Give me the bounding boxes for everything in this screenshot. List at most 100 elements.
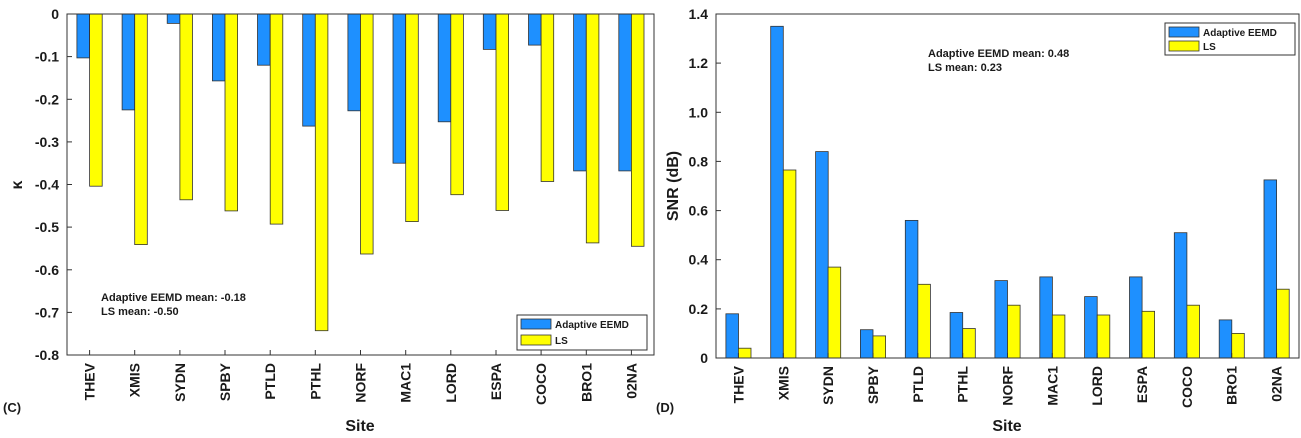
bar-adaptive-eemd-ptld [904, 219, 919, 359]
x-tick-label: PTLD [910, 366, 926, 403]
x-tick-label: SYDN [172, 363, 188, 402]
x-tick-label: ESPA [1134, 366, 1150, 403]
bar-ls-thev [89, 13, 103, 187]
bar-ls-lord [1096, 314, 1111, 359]
bar-adaptive-eemd-norf [994, 280, 1008, 359]
y-tick-label: -0.3 [35, 134, 59, 150]
x-tick-label: XMIS [127, 363, 143, 397]
y-tick-label: 0 [700, 350, 708, 366]
y-tick-label: 1.4 [689, 6, 709, 22]
x-tick-label: SYDN [820, 366, 836, 405]
x-tick-label: 02NA [1269, 366, 1285, 402]
x-tick-label: ESPA [488, 363, 504, 400]
x-tick-label: LORD [1089, 366, 1105, 406]
bar-adaptive-eemd-sydn [166, 13, 181, 24]
bar-ls-coco [540, 13, 555, 182]
panel-c-legend: Adaptive EEMD LS [516, 314, 648, 351]
x-tick-label: PTLD [262, 363, 278, 400]
bar-adaptive-eemd-pthl [302, 13, 316, 127]
y-tick-label: -0.7 [35, 304, 59, 320]
y-tick-label: 0.6 [689, 203, 709, 219]
y-tick-label: -0.1 [35, 49, 59, 65]
x-tick-label: COCO [1179, 366, 1195, 408]
x-tick-label: MAC1 [398, 363, 414, 403]
panel-c-annotation-ls: LS mean: -0.50 [101, 306, 179, 318]
x-tick-label: NORF [353, 363, 369, 403]
bar-ls-spby [872, 335, 887, 359]
bar-adaptive-eemd-lord [437, 13, 452, 123]
bar-adaptive-eemd-sydn [815, 151, 829, 359]
bar-ls-02na [1276, 288, 1290, 359]
bar-adaptive-eemd-norf [347, 13, 361, 112]
y-tick-label: -0.2 [35, 91, 59, 107]
bar-ls-coco [1186, 304, 1200, 359]
bar-adaptive-eemd-spby [211, 13, 226, 82]
panel-c-ylabel: κ [9, 180, 26, 189]
bar-adaptive-eemd-02na [1263, 179, 1278, 359]
bar-ls-espa [495, 13, 510, 211]
bar-adaptive-eemd-bro1 [1218, 319, 1233, 359]
bar-adaptive-eemd-ptld [257, 13, 271, 66]
bar-adaptive-eemd-02na [618, 13, 632, 172]
bar-adaptive-eemd-pthl [949, 312, 964, 359]
panel-d-bars [725, 25, 1290, 359]
bar-adaptive-eemd-xmis [770, 25, 784, 359]
bar-ls-spby [224, 13, 239, 212]
x-tick-label: XMIS [775, 366, 791, 400]
panel-c-xlabel: Site [345, 418, 374, 435]
bar-ls-xmis [134, 13, 148, 246]
bar-adaptive-eemd-coco [1173, 232, 1188, 359]
bar-ls-norf [1007, 304, 1021, 359]
bar-ls-xmis [782, 169, 797, 359]
panel-c: 0 -0.1 -0.2 -0.3 -0.4 -0.5 -0.6 -0.7 -0.8 THEV XM… [3, 6, 655, 435]
bar-adaptive-eemd-espa [1129, 276, 1143, 359]
panel-d-legend-label-adaptive: Adaptive EEMD [1203, 28, 1277, 39]
y-tick-label: 0.2 [689, 301, 709, 317]
panel-c-yticks: 0 -0.1 -0.2 -0.3 -0.4 -0.5 -0.6 -0.7 -0.8 [35, 6, 72, 363]
panel-d-legend-swatch-ls [1168, 40, 1200, 52]
x-tick-label: LORD [443, 363, 459, 403]
panel-c-legend-label-adaptive: Adaptive EEMD [555, 320, 629, 331]
y-tick-label: 1.0 [689, 104, 709, 120]
bar-ls-thev [738, 347, 752, 359]
x-tick-label: BRO1 [1224, 366, 1240, 405]
y-tick-label: 1.2 [689, 55, 709, 71]
bar-adaptive-eemd-thev [76, 13, 90, 59]
bar-ls-espa [1141, 310, 1156, 359]
panel-d-xticks: THEV XMIS SYDN SPBY PTLD PTHL NORF MAC1 LORD ESPA… [730, 353, 1285, 408]
panel-d-label: (D) [656, 400, 674, 415]
y-tick-label: -0.5 [35, 219, 59, 235]
bar-ls-norf [360, 13, 374, 255]
panel-d-ylabel: SNR (dB) [665, 151, 682, 221]
bar-ls-sydn [827, 266, 842, 359]
bar-adaptive-eemd-spby [860, 329, 874, 359]
bar-adaptive-eemd-espa [482, 13, 497, 50]
panel-d-annotation-ls: LS mean: 0.23 [928, 62, 1002, 74]
bar-ls-mac1 [1051, 314, 1066, 359]
x-tick-label: THEV [730, 365, 746, 403]
y-tick-label: -0.8 [35, 347, 59, 363]
bar-adaptive-eemd-mac1 [1039, 276, 1053, 359]
panel-d-xlabel: Site [992, 418, 1021, 435]
bar-ls-sydn [179, 13, 193, 201]
bar-ls-bro1 [1231, 332, 1245, 359]
panel-c-xticks: THEV XMIS SYDN SPBY PTLD PTHL NORF MAC1 LORD ESPA… [82, 350, 639, 405]
x-tick-label: SPBY [217, 362, 233, 401]
y-tick-label: -0.6 [35, 262, 59, 278]
panel-d-legend-swatch-adaptive [1168, 26, 1200, 38]
x-tick-label: 02NA [623, 363, 639, 399]
panel-c-label: (C) [3, 400, 21, 415]
panel-d-legend: Adaptive EEMD LS [1164, 22, 1296, 56]
panel-c-legend-swatch-ls [520, 334, 552, 346]
x-tick-label: NORF [1000, 366, 1016, 406]
panel-d-yticks: 0 0.2 0.4 0.6 0.8 1.0 1.2 1.4 [689, 6, 721, 366]
bar-ls-pthl [962, 328, 976, 359]
bar-ls-ptld [269, 13, 284, 225]
bar-ls-mac1 [405, 13, 419, 223]
x-tick-label: BRO1 [578, 363, 594, 402]
bar-ls-ptld [917, 283, 931, 359]
bar-adaptive-eemd-lord [1084, 296, 1098, 359]
x-tick-label: COCO [533, 363, 549, 405]
panel-c-annotation-adaptive: Adaptive EEMD mean: -0.18 [101, 292, 246, 304]
